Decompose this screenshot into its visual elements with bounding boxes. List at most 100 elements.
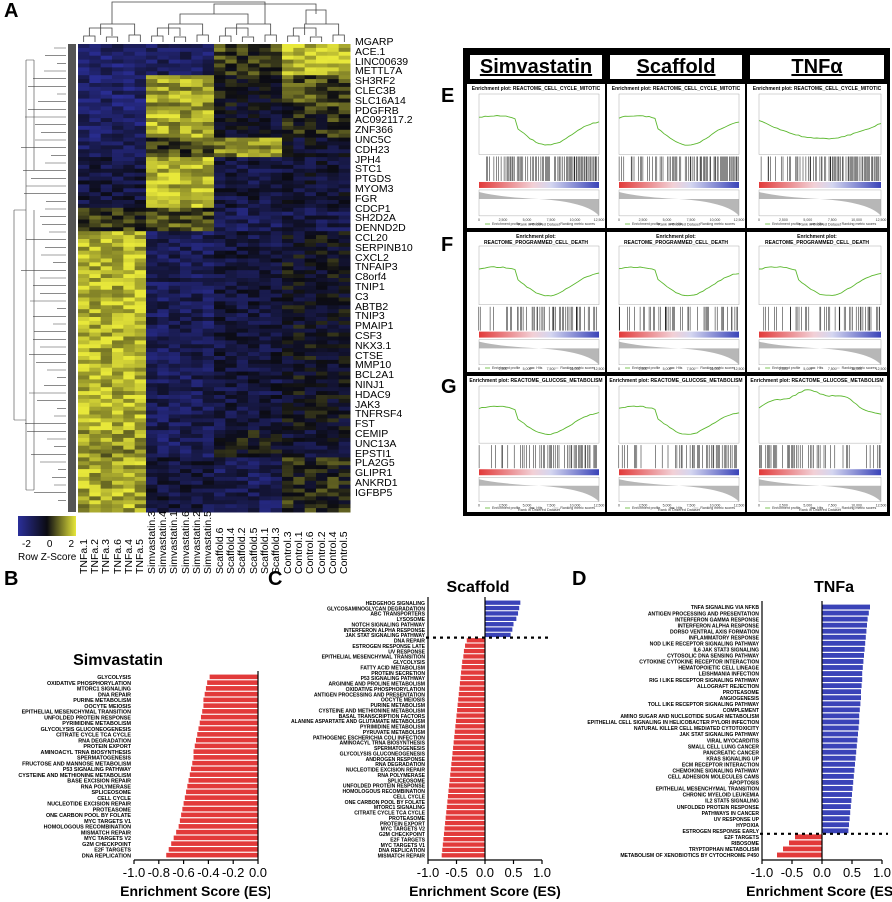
chart-category-label: PANCREATIC CANCER	[703, 750, 759, 756]
heatmap-cell	[338, 125, 351, 131]
gsea-legend-label: Ranking metric scores	[700, 506, 735, 510]
heatmap-cell	[338, 336, 351, 341]
heatmap-cell	[89, 406, 102, 412]
heatmap-cell	[236, 90, 249, 96]
heatmap-cell	[282, 379, 294, 384]
heatmap-cell	[327, 309, 340, 314]
heatmap-cell	[168, 496, 181, 501]
heatmap-cell	[282, 122, 294, 127]
heatmap-cell	[259, 168, 272, 174]
heatmap-cell	[78, 246, 90, 252]
heatmap-cell	[123, 203, 136, 209]
heatmap-cell	[236, 453, 249, 458]
heatmap-cell	[293, 449, 306, 454]
gsea-ranking-area	[619, 479, 739, 502]
heatmap-cell	[225, 207, 238, 213]
heatmap-cell	[78, 176, 90, 181]
heatmap-cell	[89, 391, 102, 396]
heatmap-cell	[157, 44, 170, 49]
heatmap-cell	[157, 149, 170, 154]
heatmap-cell	[191, 437, 204, 443]
heatmap-cell	[89, 437, 102, 443]
heatmap-cell	[180, 266, 192, 271]
heatmap-cell	[100, 461, 113, 466]
heatmap-cell	[191, 122, 204, 127]
heatmap-cell	[100, 363, 113, 369]
heatmap-cell	[78, 324, 90, 330]
heatmap-cell	[259, 157, 272, 162]
heatmap-cell	[123, 67, 136, 72]
heatmap-cell	[78, 398, 90, 404]
heatmap-cell	[316, 379, 328, 384]
chart-x-tick-label: 0.0	[476, 865, 494, 880]
heatmap-cell	[134, 340, 147, 345]
gene-label: DENND2D	[355, 222, 406, 235]
heatmap-cell	[134, 153, 147, 158]
heatmap-cell	[248, 270, 260, 275]
heatmap-cell	[259, 118, 272, 123]
heatmap-cell	[225, 465, 238, 470]
heatmap-cell	[338, 422, 351, 427]
heatmap-cell	[180, 172, 192, 178]
heatmap-cell	[248, 332, 260, 337]
heatmap-cell	[202, 114, 215, 119]
heatmap-cell	[123, 281, 136, 287]
heatmap-cell	[112, 484, 124, 490]
heatmap-cell	[248, 223, 260, 228]
heatmap-cell	[146, 289, 158, 295]
heatmap-cell	[248, 44, 260, 49]
heatmap-cell	[259, 71, 272, 76]
heatmap-cell	[259, 153, 272, 158]
chart-category-label: OOCYTE MEIOSIS	[84, 704, 131, 710]
heatmap-cell	[157, 348, 170, 353]
heatmap-cell	[214, 94, 226, 100]
gsea-x-tick: 10,000	[851, 367, 862, 371]
heatmap-cell	[123, 426, 136, 431]
heatmap-cell	[202, 422, 215, 427]
heatmap-cell	[225, 391, 238, 396]
gsea-x-tick: 7,500	[687, 504, 696, 508]
heatmap-cell	[316, 141, 328, 146]
heatmap-cell	[202, 215, 215, 220]
chart-bar	[458, 691, 485, 697]
heatmap-cell	[282, 352, 294, 357]
heatmap-cell	[180, 328, 192, 334]
heatmap-cell	[304, 227, 317, 232]
heatmap-cell	[202, 430, 215, 435]
heatmap-cell	[270, 157, 283, 162]
chart-category-label: ANTIGEN PROCESSING AND PRESENTATION	[648, 611, 759, 617]
heatmap-cell	[304, 363, 317, 369]
heatmap-cell	[168, 426, 181, 431]
heatmap-cell	[191, 406, 204, 412]
heatmap-cell	[293, 114, 306, 119]
heatmap-cell	[304, 391, 317, 396]
heatmap-cell	[293, 461, 306, 466]
chart-category-label: DORSO VENTRAL AXIS FORMATION	[670, 629, 759, 635]
heatmap-cell	[180, 492, 192, 497]
chart-category-label: DNA REPLICATION	[379, 848, 426, 854]
heatmap-cell	[202, 356, 215, 361]
chart-category-label: MYC TARGETS V2	[84, 836, 131, 842]
heatmap-cell	[146, 79, 158, 84]
heatmap-cell	[134, 422, 147, 427]
heatmap-cell	[270, 352, 283, 357]
heatmap-cell	[134, 461, 147, 466]
heatmap-cell	[259, 496, 272, 501]
heatmap-cell	[316, 254, 328, 259]
heatmap-cell	[123, 59, 136, 64]
heatmap-cell	[168, 356, 181, 361]
heatmap-cell	[202, 324, 215, 330]
heatmap-cell	[304, 215, 317, 220]
heatmap-cell	[202, 406, 215, 412]
heatmap-cell	[248, 305, 260, 310]
heatmap-cell	[89, 289, 102, 295]
heatmap-cell	[202, 141, 215, 146]
chart-x-tick-label: -1.0	[417, 865, 439, 880]
heatmap-cell	[327, 118, 340, 123]
heatmap-cell	[123, 504, 136, 509]
gsea-xlabel: Rank in Ordered Dataset	[518, 508, 561, 512]
heatmap-cell	[123, 172, 136, 178]
heatmap-cell	[293, 51, 306, 57]
chart-category-label: VIRAL MYOCARDITIS	[707, 738, 760, 744]
gsea-hits	[763, 306, 880, 331]
